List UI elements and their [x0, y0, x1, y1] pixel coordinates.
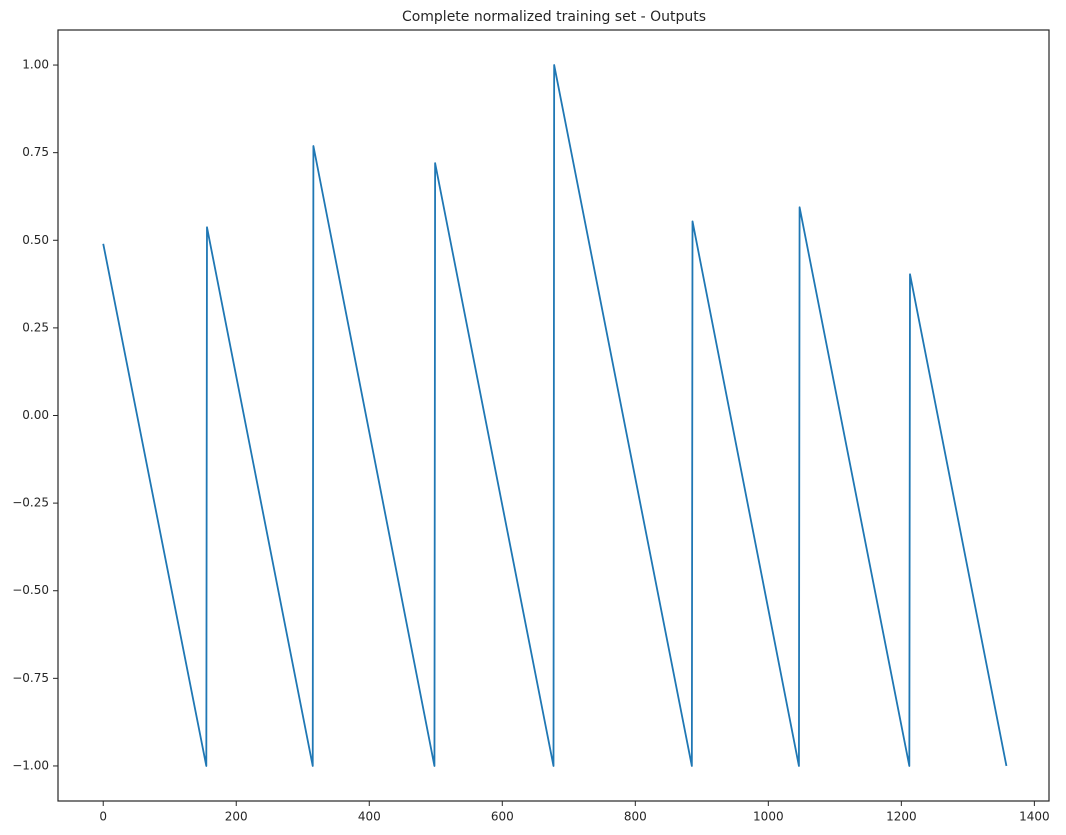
x-tick-label: 1200 [886, 810, 917, 824]
x-tick-label: 800 [624, 810, 647, 824]
y-tick-label: −0.25 [12, 496, 49, 510]
x-tick-label: 400 [358, 810, 381, 824]
y-tick-label: 0.75 [22, 145, 49, 159]
y-tick-label: 0.50 [22, 233, 49, 247]
data-line [102, 64, 1008, 767]
x-tick-label: 0 [99, 810, 107, 824]
plot-frame [57, 29, 1050, 802]
y-tick-label: 1.00 [22, 58, 49, 72]
x-tick-label: 600 [491, 810, 514, 824]
chart-title: Complete normalized training set - Outpu… [402, 9, 706, 25]
y-tick-label: 0.25 [22, 320, 49, 334]
x-tick-label: 200 [225, 810, 248, 824]
y-tick-label: 0.00 [22, 408, 49, 422]
y-tick-label: −0.50 [12, 583, 49, 597]
y-tick-label: −1.00 [12, 758, 49, 772]
y-tick-label: −0.75 [12, 671, 49, 685]
x-tick-label: 1000 [753, 810, 784, 824]
x-tick-label: 1400 [1019, 810, 1050, 824]
